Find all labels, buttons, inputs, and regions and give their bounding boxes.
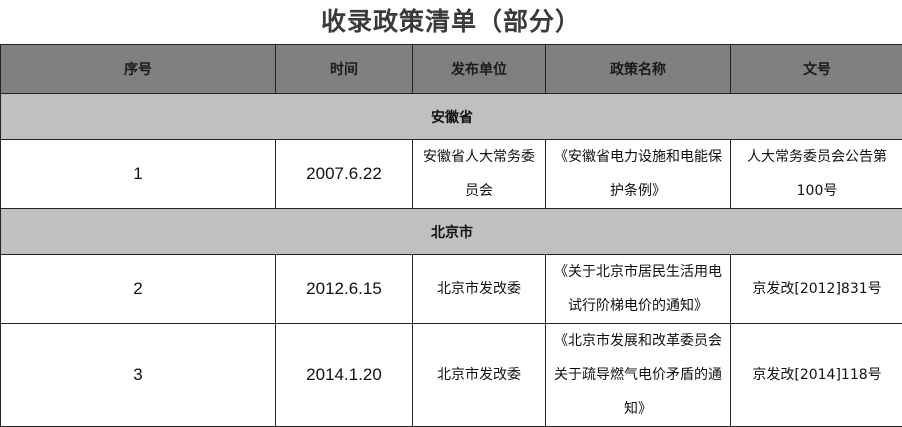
group-name: 北京市: [1, 209, 902, 255]
group-row: 安徽省: [1, 94, 902, 140]
header-policy: 政策名称: [546, 45, 731, 94]
page-title: 收录政策清单（部分）: [0, 0, 902, 44]
cell-issuer: 北京市发改委: [413, 255, 546, 324]
cell-issuer: 北京市发改委: [413, 324, 546, 427]
header-date: 时间: [276, 45, 413, 94]
cell-no: 1: [1, 140, 276, 209]
cell-no: 3: [1, 324, 276, 427]
cell-doc-no: 京发改[2012]831号: [731, 255, 902, 324]
header-issuer: 发布单位: [413, 45, 546, 94]
cell-policy: 《安徽省电力设施和电能保护条例》: [546, 140, 731, 209]
cell-policy: 《北京市发展和改革委员会关于疏导燃气电价矛盾的通知》: [546, 324, 731, 427]
header-row: 序号 时间 发布单位 政策名称 文号: [1, 45, 902, 94]
group-name: 安徽省: [1, 94, 902, 140]
cell-date: 2014.1.20: [276, 324, 413, 427]
cell-date: 2012.6.15: [276, 255, 413, 324]
cell-doc-no: 人大常务委员会公告第100号: [731, 140, 902, 209]
cell-issuer: 安徽省人大常务委员会: [413, 140, 546, 209]
cell-doc-no: 京发改[2014]118号: [731, 324, 902, 427]
cell-no: 2: [1, 255, 276, 324]
header-no: 序号: [1, 45, 276, 94]
header-doc-no: 文号: [731, 45, 902, 94]
cell-date: 2007.6.22: [276, 140, 413, 209]
cell-policy: 《关于北京市居民生活用电试行阶梯电价的通知》: [546, 255, 731, 324]
group-row: 北京市: [1, 209, 902, 255]
